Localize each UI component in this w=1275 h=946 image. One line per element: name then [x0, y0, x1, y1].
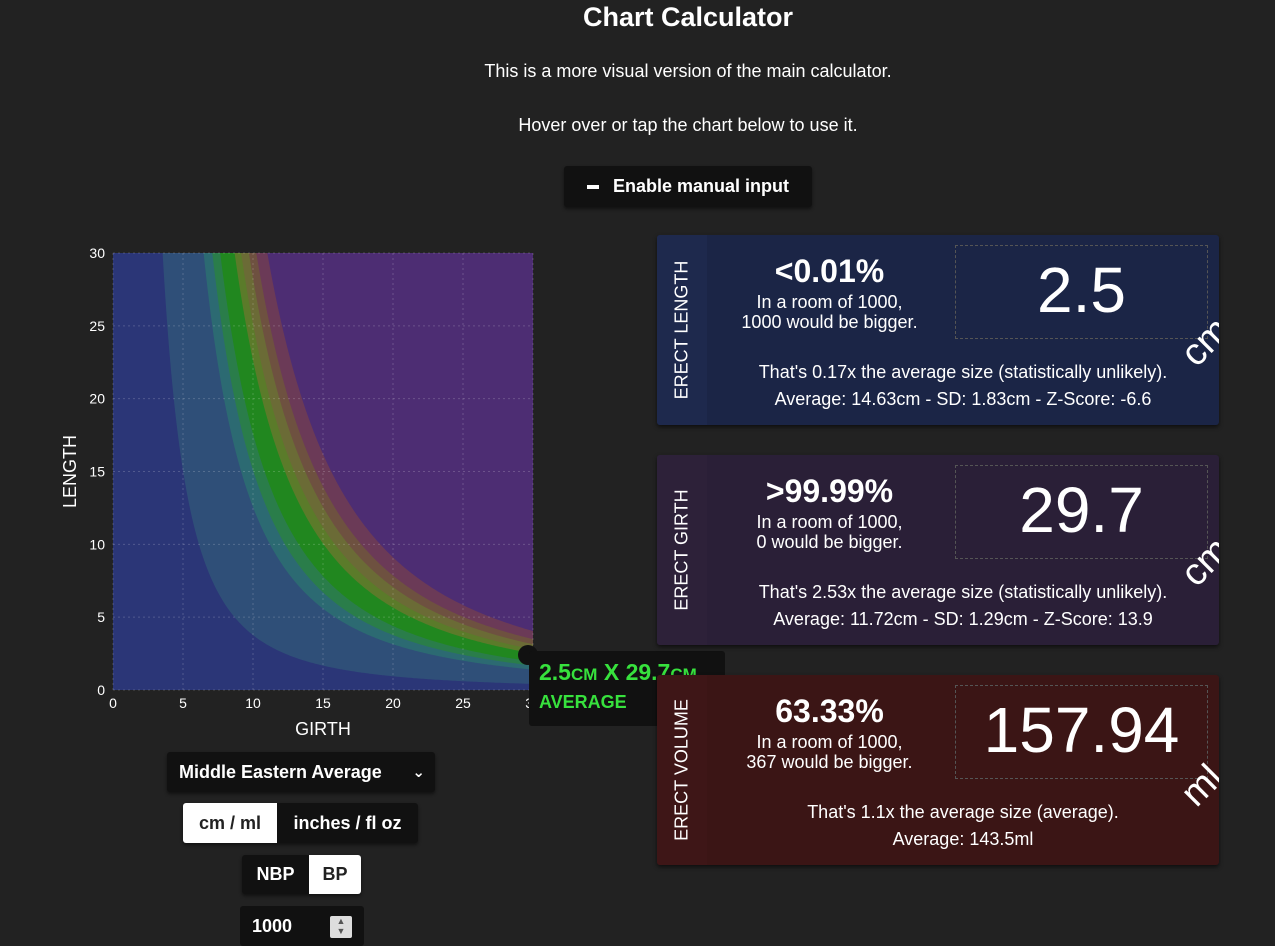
bp-option-nbp[interactable]: NBP [256, 864, 295, 884]
comparison-text: That's 1.1x the average size (average). [807, 802, 1119, 822]
page-title: Chart Calculator [582, 2, 794, 32]
minus-icon [586, 184, 599, 189]
y-axis-label: LENGTH [60, 435, 80, 508]
units-option-imperial[interactable]: inches / fl oz [293, 812, 402, 833]
instruction-text: Hover over or tap the chart below to use… [518, 115, 858, 135]
y-tick-label: 25 [89, 318, 105, 334]
x-tick-label: 5 [179, 695, 187, 711]
value-box [955, 685, 1208, 779]
intro-text: This is a more visual version of the mai… [484, 61, 892, 81]
y-tick-label: 30 [89, 245, 105, 261]
room-line-1: In a room of 1000, [756, 292, 903, 312]
y-tick-label: 0 [97, 682, 105, 698]
dataset-select[interactable]: Middle Eastern Average ⌄ [167, 752, 435, 792]
card-side-label: ERECT LENGTH [657, 235, 707, 425]
stepper-icon[interactable]: ▲ ▼ [330, 916, 352, 938]
percentile: 63.33% [775, 693, 884, 729]
measured-value: 29.7 [1019, 474, 1144, 546]
value-box [955, 245, 1208, 339]
bp-option-bp[interactable]: BP [309, 855, 361, 894]
room-size-input[interactable]: 1000 ▲ ▼ [240, 906, 364, 946]
x-axis-label: GIRTH [295, 719, 351, 739]
comparison-text: That's 0.17x the average size (statistic… [758, 362, 1168, 382]
x-tick-label: 0 [109, 695, 117, 711]
y-tick-label: 20 [89, 391, 105, 407]
room-line-2: 367 would be bigger. [746, 752, 913, 772]
erect-length-card: ERECT LENGTH <0.01% In a room of 1000, 1… [657, 235, 1219, 425]
room-line-1: In a room of 1000, [756, 732, 903, 752]
erect-volume-card: ERECT VOLUME 63.33% In a room of 1000, 3… [657, 675, 1219, 865]
size-chart[interactable]: 051015202530051015202530GIRTHLENGTH [55, 235, 545, 745]
percentile: >99.99% [765, 473, 894, 509]
volume-band [113, 253, 533, 690]
x-tick-label: 20 [385, 695, 401, 711]
x-tick-label: 15 [315, 695, 331, 711]
tooltip-dimensions: 2.5CM X 29.7CM [539, 659, 697, 685]
x-tick-label: 10 [245, 695, 261, 711]
y-tick-label: 5 [97, 609, 105, 625]
room-line-2: 0 would be bigger. [756, 532, 903, 552]
y-tick-label: 15 [89, 464, 105, 480]
volume-band [113, 253, 533, 690]
x-tick-label: 25 [455, 695, 471, 711]
y-tick-label: 10 [89, 536, 105, 552]
stats-text: Average: 143.5ml [892, 829, 1034, 849]
stats-text: Average: 14.63cm - SD: 1.83cm - Z-Score:… [774, 389, 1152, 409]
measured-value: 157.94 [983, 694, 1180, 766]
card-side-label: ERECT GIRTH [657, 455, 707, 645]
units-toggle: cm / ml inches / fl oz [183, 803, 418, 843]
comparison-text: That's 2.53x the average size (statistic… [758, 582, 1168, 602]
units-option-metric[interactable]: cm / ml [183, 803, 277, 843]
stats-text: Average: 11.72cm - SD: 1.29cm - Z-Score:… [773, 609, 1153, 629]
manual-input-label: Enable manual input [612, 176, 790, 196]
chevron-down-icon: ⌄ [412, 764, 425, 781]
percentile: <0.01% [774, 253, 885, 289]
card-side-label: ERECT VOLUME [657, 675, 707, 865]
erect-girth-card: ERECT GIRTH >99.99% In a room of 1000, 0… [657, 455, 1219, 645]
value-box [955, 465, 1208, 559]
tooltip-category: AVERAGE [539, 692, 627, 712]
measured-value: 2.5 [1037, 254, 1126, 326]
room-line-2: 1000 would be bigger. [741, 312, 918, 332]
room-size-value: 1000 [252, 915, 293, 936]
bp-toggle: NBP BP [242, 855, 361, 894]
enable-manual-input-button[interactable]: Enable manual input [564, 166, 812, 207]
room-line-1: In a room of 1000, [756, 512, 903, 532]
dataset-selected-value: Middle Eastern Average [179, 761, 382, 782]
